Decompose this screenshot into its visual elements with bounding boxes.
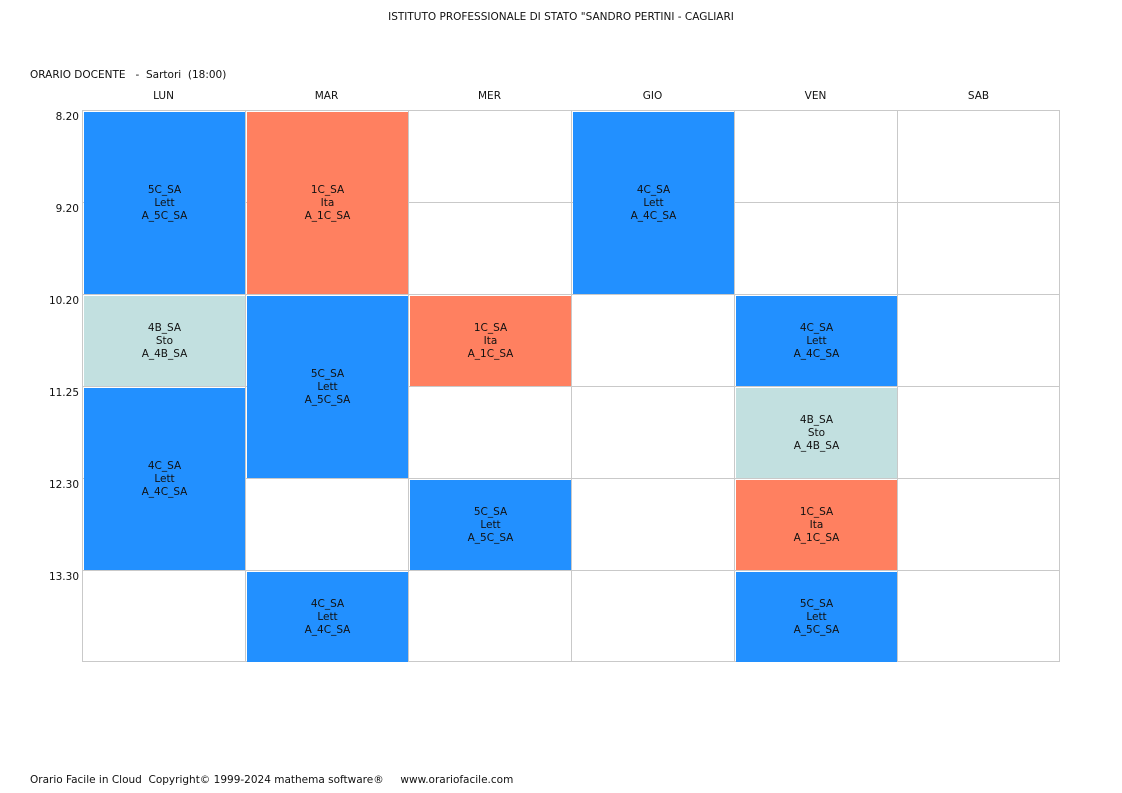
lesson-block: 1C_SA Ita A_1C_SA <box>247 112 408 294</box>
lesson-block: 4B_SA Sto A_4B_SA <box>736 388 897 478</box>
lesson-cls: 1C_SA <box>310 183 345 196</box>
lesson-cls: 4C_SA <box>147 459 182 472</box>
lesson-cls: 1C_SA <box>473 321 508 334</box>
lesson-room: A_5C_SA <box>793 623 840 636</box>
lesson-subj: Ita <box>320 196 335 209</box>
lesson-block: 5C_SA Lett A_5C_SA <box>410 480 571 570</box>
lesson-block: 5C_SA Lett A_5C_SA <box>247 296 408 478</box>
lesson-room: A_4C_SA <box>793 347 840 360</box>
lesson-block: 4C_SA Lett A_4C_SA <box>84 388 245 570</box>
day-header-fri: VEN <box>804 90 827 102</box>
lesson-subj: Sto <box>155 334 174 347</box>
lesson-room: A_1C_SA <box>467 347 514 360</box>
day-header-mon: LUN <box>153 90 174 102</box>
lesson-block: 5C_SA Lett A_5C_SA <box>84 112 245 294</box>
lesson-cls: 1C_SA <box>799 505 834 518</box>
lesson-room: A_4C_SA <box>141 485 188 498</box>
grid-divider <box>83 570 1059 571</box>
lesson-cls: 5C_SA <box>799 597 834 610</box>
lesson-room: A_5C_SA <box>304 393 351 406</box>
time-label: 11.25 <box>48 387 79 399</box>
lesson-cls: 4C_SA <box>636 183 671 196</box>
lesson-cls: 4B_SA <box>799 413 834 426</box>
lesson-subj: Sto <box>807 426 826 439</box>
lesson-subj: Lett <box>154 472 175 485</box>
grid-divider <box>83 386 1059 387</box>
lesson-room: A_4B_SA <box>793 439 840 452</box>
grid-divider <box>83 294 1059 295</box>
grid-divider <box>83 478 1059 479</box>
lesson-subj: Lett <box>806 334 827 347</box>
lesson-subj: Lett <box>806 610 827 623</box>
time-label: 13.30 <box>48 571 79 583</box>
footer-copyright: Orario Facile in Cloud Copyright© 1999-2… <box>30 774 514 786</box>
lesson-block: 4C_SA Lett A_4C_SA <box>247 572 408 662</box>
lesson-cls: 5C_SA <box>473 505 508 518</box>
day-header-sat: SAB <box>967 90 990 102</box>
lesson-cls: 5C_SA <box>310 367 345 380</box>
lesson-room: A_5C_SA <box>467 531 514 544</box>
lesson-subj: Lett <box>317 610 338 623</box>
lesson-block: 1C_SA Ita A_1C_SA <box>736 480 897 570</box>
lesson-room: A_5C_SA <box>141 209 188 222</box>
lesson-room: A_4B_SA <box>141 347 188 360</box>
lesson-room: A_4C_SA <box>304 623 351 636</box>
lesson-subj: Ita <box>483 334 498 347</box>
lesson-room: A_1C_SA <box>793 531 840 544</box>
lesson-room: A_4C_SA <box>630 209 677 222</box>
time-label: 9.20 <box>55 203 79 215</box>
school-title: ISTITUTO PROFESSIONALE DI STATO "SANDRO … <box>388 11 734 23</box>
lesson-block: 4C_SA Lett A_4C_SA <box>573 112 734 294</box>
lesson-block: 4C_SA Lett A_4C_SA <box>736 296 897 386</box>
grid-divider <box>83 202 1059 203</box>
lesson-cls: 4C_SA <box>799 321 834 334</box>
time-label: 12.30 <box>48 479 79 491</box>
lesson-room: A_1C_SA <box>304 209 351 222</box>
day-header-wed: MER <box>478 90 501 102</box>
timetable-grid: 5C_SA Lett A_5C_SA 4B_SA Sto A_4B_SA 4C_SA Lett… <box>82 110 1060 662</box>
lesson-cls: 4C_SA <box>310 597 345 610</box>
time-label: 10.20 <box>48 295 79 307</box>
day-header-tue: MAR <box>314 90 339 102</box>
lesson-cls: 4B_SA <box>147 321 182 334</box>
lesson-subj: Lett <box>643 196 664 209</box>
day-header-thu: GIO <box>642 90 663 102</box>
lesson-subj: Ita <box>809 518 824 531</box>
lesson-subj: Lett <box>154 196 175 209</box>
lesson-block: 1C_SA Ita A_1C_SA <box>410 296 571 386</box>
lesson-cls: 5C_SA <box>147 183 182 196</box>
teacher-line: ORARIO DOCENTE - Sartori (18:00) <box>30 69 227 81</box>
lesson-block: 4B_SA Sto A_4B_SA <box>84 296 245 386</box>
lesson-block: 5C_SA Lett A_5C_SA <box>736 572 897 662</box>
lesson-subj: Lett <box>317 380 338 393</box>
time-label: 8.20 <box>55 111 79 123</box>
lesson-subj: Lett <box>480 518 501 531</box>
